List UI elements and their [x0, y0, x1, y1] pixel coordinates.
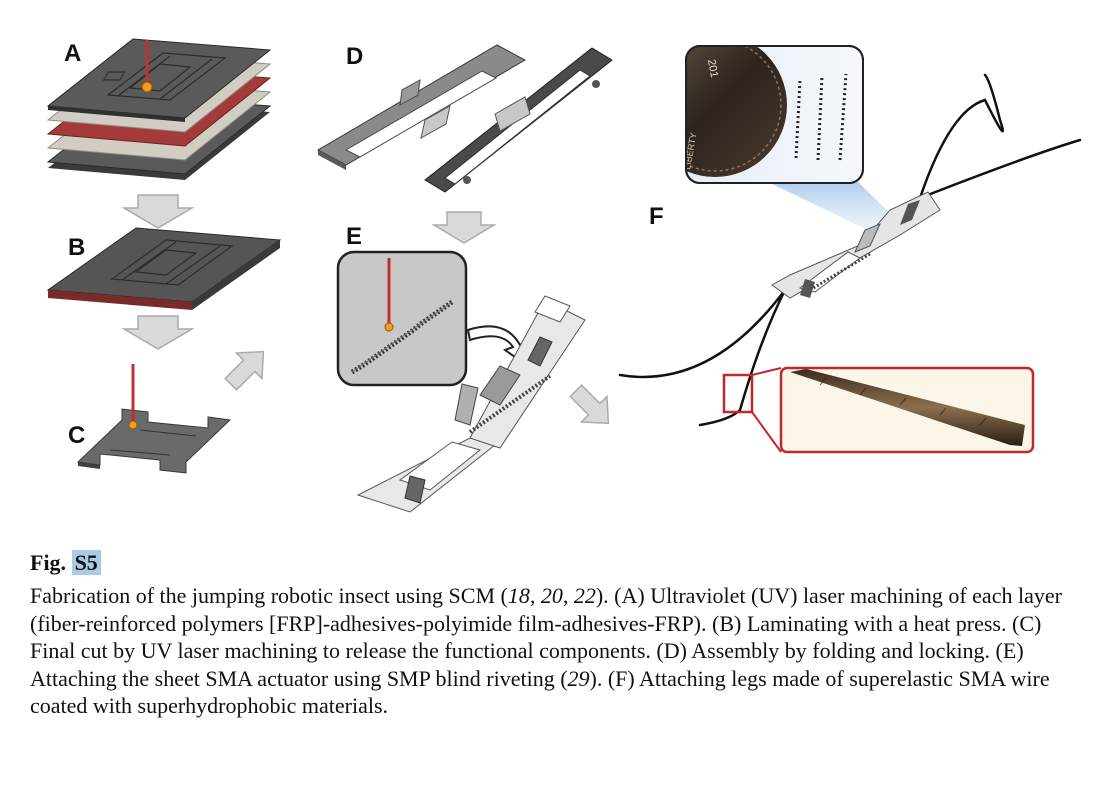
coin-zoom-beam: [768, 182, 905, 236]
arrow-down-icon: [121, 315, 195, 350]
cut-part: [76, 364, 232, 474]
caption-reference: 29: [567, 665, 590, 691]
panel-label-e: E: [346, 223, 363, 250]
panel-label-c: C: [68, 422, 86, 449]
panel-label-a: A: [64, 40, 82, 67]
actuator-inset: [336, 250, 468, 387]
arrow-diagonal-icon: [569, 384, 610, 425]
laminate: [46, 227, 282, 310]
folding-parts: [316, 44, 613, 193]
figure-number: S5: [71, 550, 101, 575]
caption-reference: 18, 20, 22: [507, 583, 596, 608]
caption-segment: ). (A) Ultraviolet (UV) laser machining …: [30, 583, 1062, 691]
layer-stack: [46, 38, 272, 180]
figure: 201 LIBERTY: [46, 38, 1082, 513]
caption-segment: Fabrication of the jumping robotic insec…: [30, 583, 508, 608]
coin-micrograph: 201 LIBERTY: [685, 45, 864, 184]
robot-legs: [618, 73, 1082, 427]
panel-label-f: F: [649, 203, 664, 230]
figure-caption: Fig. S5 Fabrication of the jumping robot…: [30, 548, 1080, 720]
leg-zoom: [722, 366, 1035, 454]
panel-label-d: D: [346, 43, 364, 70]
panel-label-b: B: [68, 234, 86, 261]
assembled-body: [356, 295, 586, 513]
coin-year: 201: [705, 58, 720, 78]
arrow-down-icon: [431, 211, 497, 244]
arrow-down-icon: [121, 194, 195, 229]
figure-title: Fig. S5: [30, 548, 1080, 578]
caption-segment: ). (F) Attaching legs made of superelast…: [30, 665, 1050, 719]
caption-text: Fabrication of the jumping robotic insec…: [30, 582, 1080, 720]
arrow-diagonal-icon: [224, 350, 265, 391]
figure-prefix: Fig.: [30, 550, 72, 575]
robot-body: [771, 191, 941, 299]
